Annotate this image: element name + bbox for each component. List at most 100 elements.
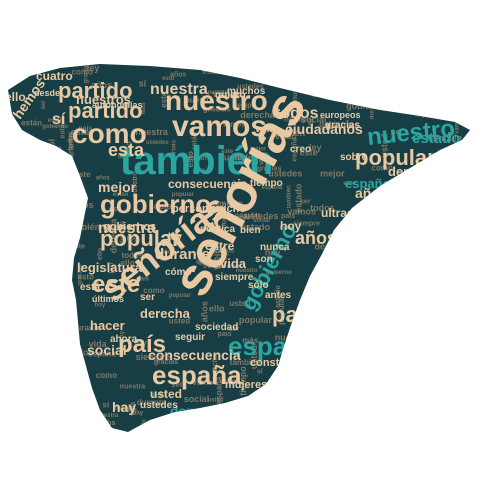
filler-word: estado <box>294 183 304 213</box>
cloud-word: durante <box>155 246 210 263</box>
filler-word: hay <box>334 71 345 77</box>
filler-word: nuestra <box>261 419 290 428</box>
filler-word: gobierno <box>214 264 240 270</box>
filler-word: tiempo <box>61 302 71 332</box>
filler-word: este <box>343 181 356 187</box>
filler-word: más <box>233 155 247 162</box>
filler-word: vamos <box>454 114 460 134</box>
filler-word: como <box>96 371 117 380</box>
filler-word: todos <box>310 203 335 213</box>
filler-word: tiempo <box>238 366 248 396</box>
filler-word: nuestra <box>120 383 145 390</box>
filler-word: usted <box>420 307 439 314</box>
filler-word: gracias <box>203 104 232 113</box>
filler-word: hay <box>133 410 144 416</box>
filler-word: españa <box>215 376 224 404</box>
filler-word: vamos <box>213 89 242 99</box>
cloud-word: hay <box>112 399 136 415</box>
filler-word: ello <box>121 259 135 268</box>
cloud-word: entre <box>205 239 235 253</box>
filler-word: sí <box>306 118 315 125</box>
filler-word: sí <box>295 102 300 108</box>
cloud-word: todos <box>275 105 319 122</box>
filler-word: todos <box>374 74 393 81</box>
filler-word: derecha <box>108 218 118 254</box>
filler-word: ser <box>392 129 403 136</box>
cloud-word: constitución <box>250 357 316 369</box>
filler-word: usted <box>379 134 389 158</box>
filler-word: hay <box>382 328 398 338</box>
filler-word: estado <box>447 338 467 344</box>
filler-word: hay <box>417 264 423 275</box>
filler-word: ello <box>125 141 134 155</box>
filler-word: nuestra <box>348 401 370 407</box>
filler-word: usted <box>249 345 259 369</box>
cloud-word: desde <box>34 88 60 98</box>
filler-word: mejor <box>250 147 267 153</box>
cloud-word: europeos <box>320 110 361 120</box>
cloud-word: españoles <box>345 176 409 191</box>
filler-word: también <box>66 222 101 232</box>
cloud-word: cómo <box>165 267 192 278</box>
cloud-word: consecuencia <box>168 177 248 191</box>
filler-word: social <box>301 115 327 125</box>
filler-word: nuestra <box>135 127 169 137</box>
filler-word: ley <box>401 77 410 83</box>
filler-word: nuestro <box>236 268 258 274</box>
filler-word: durante <box>453 103 479 110</box>
filler-word: hoy <box>120 330 126 341</box>
filler-word: tiempo <box>427 354 447 360</box>
filler-word: vida <box>24 266 41 275</box>
filler-word: gobierno <box>42 361 48 387</box>
filler-word: ley <box>134 338 147 348</box>
filler-word: vida <box>89 339 108 349</box>
filler-word: ley <box>309 142 322 152</box>
filler-word: mejor <box>253 406 270 412</box>
cloud-word: autonomías <box>92 100 143 110</box>
filler-word: partido <box>214 248 235 254</box>
filler-word: siempre <box>376 315 400 321</box>
filler-word: partido <box>208 90 229 96</box>
filler-word: siempre <box>392 282 416 288</box>
filler-word: siempre <box>394 332 425 341</box>
filler-word: mejor <box>320 169 345 179</box>
cloud-word: este <box>92 271 140 298</box>
filler-word: hay <box>222 407 232 423</box>
filler-word: como <box>449 182 468 189</box>
cloud-word: esta <box>108 140 145 160</box>
filler-word: derecha <box>120 220 126 244</box>
cloud-word: españa <box>152 360 242 390</box>
filler-word: durante <box>137 398 167 407</box>
cloud-word: seguir <box>175 332 205 343</box>
filler-word: partido <box>50 202 60 233</box>
filler-word: hoy <box>347 124 358 130</box>
filler-word: gracias <box>198 243 204 265</box>
filler-word: años <box>73 200 94 210</box>
filler-word: todos <box>460 68 477 74</box>
filler-word: siempre <box>136 352 171 362</box>
filler-word: tiempo <box>447 66 470 73</box>
filler-word: también <box>212 199 243 208</box>
filler-word: ley <box>451 251 460 257</box>
filler-word: hoy <box>446 182 461 191</box>
cloud-word: vida <box>220 256 247 271</box>
filler-word: nuestro <box>132 171 139 197</box>
filler-word: derecha <box>212 354 219 381</box>
filler-word: este <box>221 149 234 155</box>
filler-word: vida <box>265 74 279 81</box>
filler-word: durante <box>72 324 102 333</box>
filler-word: sí <box>103 400 110 409</box>
cloud-word: partido <box>58 78 133 103</box>
cloud-word: creo <box>290 144 311 155</box>
cloud-word: nuestra <box>150 81 208 98</box>
filler-word: más <box>16 154 29 160</box>
filler-word: nuestro <box>321 401 343 407</box>
cloud-word: vox <box>255 124 273 135</box>
cloud-word: nuestra <box>98 220 156 237</box>
filler-word: están <box>48 118 64 124</box>
filler-word: país <box>281 213 295 220</box>
filler-word: vida <box>130 402 137 416</box>
cloud-word: fin <box>264 382 276 393</box>
cloud-word: política <box>200 224 235 235</box>
filler-word: años <box>170 72 186 79</box>
